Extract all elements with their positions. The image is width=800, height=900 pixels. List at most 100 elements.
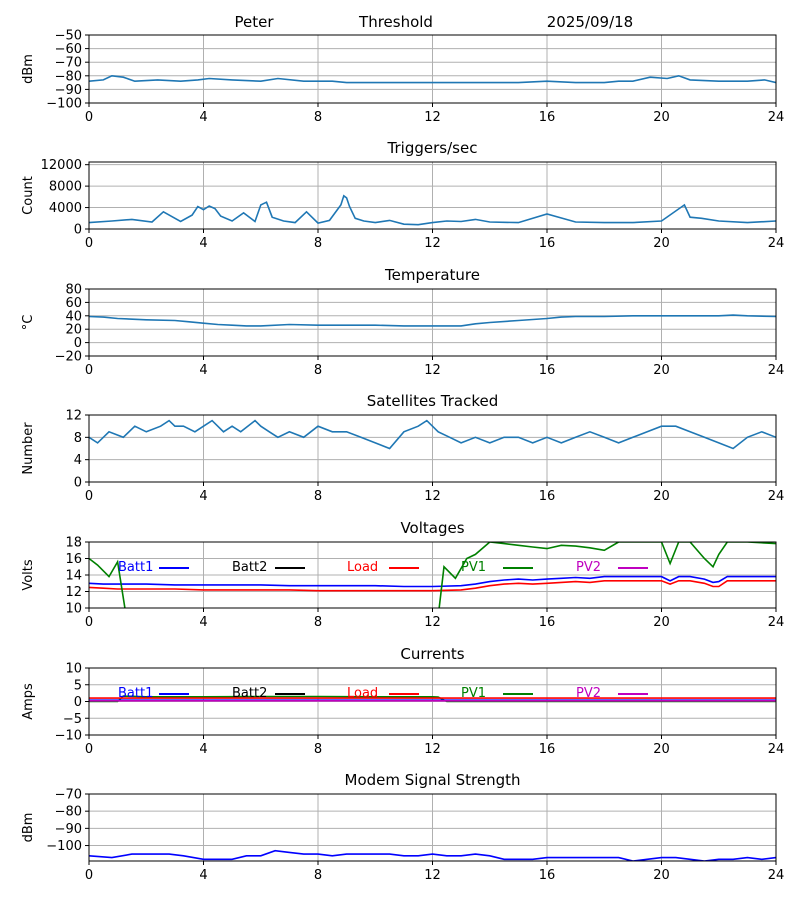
y-tick-label: −100 xyxy=(46,97,82,112)
chart-panel-0: 0 4 8 12 16 20 24 −100−90−80−70−60−50 dBm xyxy=(21,29,784,126)
x-tick-label: 16 xyxy=(539,868,556,883)
x-tick-label: 16 xyxy=(539,363,556,378)
x-tick-label: 8 xyxy=(314,868,322,883)
y-axis-label: Count xyxy=(21,176,36,215)
series-line xyxy=(89,419,776,450)
chart-title: Temperature xyxy=(384,266,480,284)
series-line xyxy=(89,314,776,327)
y-tick-label: 0 xyxy=(74,695,82,710)
x-tick-label: 4 xyxy=(199,868,207,883)
legend-label: PV1 xyxy=(461,560,486,575)
x-tick-label: 20 xyxy=(653,489,670,504)
x-tick-label: 16 xyxy=(539,615,556,630)
y-axis-label: dBm xyxy=(21,54,36,84)
x-tick-label: 20 xyxy=(653,742,670,757)
x-tick-label: 16 xyxy=(539,489,556,504)
x-tick-label: 24 xyxy=(768,489,785,504)
x-tick-label: 12 xyxy=(424,868,441,883)
series-line xyxy=(89,74,776,84)
legend-label: PV1 xyxy=(461,686,486,701)
x-tick-label: 4 xyxy=(199,489,207,504)
x-tick-label: 12 xyxy=(424,363,441,378)
x-tick-label: 0 xyxy=(85,742,93,757)
x-tick-label: 0 xyxy=(85,110,93,125)
y-tick-label: 12 xyxy=(65,585,82,600)
y-tick-label: 18 xyxy=(65,536,82,551)
y-axis-label: Volts xyxy=(21,559,36,591)
legend-label: PV2 xyxy=(576,560,601,575)
y-tick-label: 0 xyxy=(74,223,82,238)
y-tick-label: 5 xyxy=(74,678,82,693)
legend-label: Batt2 xyxy=(232,686,267,701)
x-tick-label: 12 xyxy=(424,489,441,504)
x-tick-label: 24 xyxy=(768,615,785,630)
y-tick-label: −10 xyxy=(55,729,82,744)
x-tick-label: 24 xyxy=(768,868,785,883)
x-tick-label: 8 xyxy=(314,236,322,251)
y-tick-label: 20 xyxy=(65,323,82,338)
chart-panel-3: 0 4 8 12 16 20 24 0 4 8 12 Satellites Tracked Number xyxy=(21,392,784,504)
y-tick-label: 40 xyxy=(65,309,82,324)
y-tick-label: −90 xyxy=(55,822,82,837)
x-tick-label: 24 xyxy=(768,363,785,378)
header-title: Threshold xyxy=(358,13,433,31)
x-tick-label: 8 xyxy=(314,363,322,378)
x-tick-label: 4 xyxy=(199,363,207,378)
y-axis-label: dBm xyxy=(21,813,36,843)
legend-label: Batt1 xyxy=(118,686,153,701)
y-tick-label: 10 xyxy=(65,602,82,617)
x-tick-label: 20 xyxy=(653,363,670,378)
y-tick-label: −20 xyxy=(55,350,82,365)
y-tick-label: 10 xyxy=(65,662,82,677)
y-tick-label: −90 xyxy=(55,83,82,98)
x-tick-label: 24 xyxy=(768,236,785,251)
x-tick-label: 8 xyxy=(314,489,322,504)
y-tick-label: 60 xyxy=(65,296,82,311)
series-line xyxy=(89,575,776,588)
x-tick-label: 0 xyxy=(85,615,93,630)
x-tick-label: 4 xyxy=(199,742,207,757)
legend-label: Load xyxy=(347,560,378,575)
x-tick-label: 16 xyxy=(539,236,556,251)
y-tick-label: 4000 xyxy=(49,201,82,216)
x-tick-label: 20 xyxy=(653,110,670,125)
header-name: Peter xyxy=(234,13,274,31)
x-tick-label: 8 xyxy=(314,110,322,125)
y-tick-label: −50 xyxy=(55,29,82,44)
x-tick-label: 0 xyxy=(85,236,93,251)
y-tick-label: 12 xyxy=(65,409,82,424)
y-axis-label: °C xyxy=(21,315,36,331)
series-line xyxy=(89,579,776,592)
y-tick-label: 8000 xyxy=(49,180,82,195)
series-line xyxy=(89,194,776,226)
chart-panel-1: 0 4 8 12 16 20 24 0 4000 8000 12000 Triggers/sec Cou… xyxy=(21,139,784,251)
x-tick-label: 20 xyxy=(653,615,670,630)
legend-label: Load xyxy=(347,686,378,701)
series-line xyxy=(89,849,776,861)
plot-frame xyxy=(88,793,777,862)
chart-panel-6: 0 4 8 12 16 20 24 −100 −90 −80 −70 Modem Signal Str… xyxy=(21,771,784,883)
chart-title: Voltages xyxy=(400,519,464,537)
y-tick-label: 14 xyxy=(65,569,82,584)
y-tick-label: −80 xyxy=(55,805,82,820)
y-tick-label: −100 xyxy=(46,839,82,854)
y-tick-label: 8 xyxy=(74,431,82,446)
x-tick-label: 16 xyxy=(539,742,556,757)
x-tick-label: 0 xyxy=(85,363,93,378)
y-tick-label: 16 xyxy=(65,552,82,567)
x-tick-label: 4 xyxy=(199,110,207,125)
plot-frame xyxy=(88,414,777,483)
x-tick-label: 0 xyxy=(85,489,93,504)
series-line xyxy=(89,542,776,608)
x-tick-label: 4 xyxy=(199,615,207,630)
x-tick-label: 20 xyxy=(653,868,670,883)
x-tick-label: 24 xyxy=(768,110,785,125)
y-tick-label: −60 xyxy=(55,42,82,57)
x-tick-label: 12 xyxy=(424,236,441,251)
y-tick-label: 4 xyxy=(74,453,82,468)
y-tick-label: −5 xyxy=(63,712,82,727)
plot-frame xyxy=(88,34,777,104)
